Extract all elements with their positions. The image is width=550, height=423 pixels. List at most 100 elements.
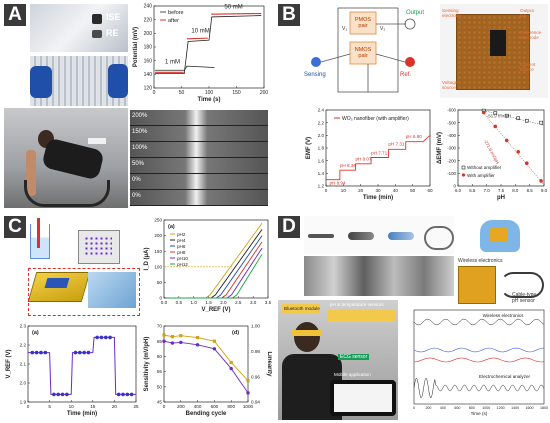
x-tick-label: 1.0 xyxy=(191,300,198,305)
fiber-step-3 xyxy=(388,232,414,240)
after-trace-50mm xyxy=(211,12,262,15)
x-tick-label: 1.5 xyxy=(205,300,212,305)
sensor-photo-stretched xyxy=(30,56,128,106)
id-vref-chart: 0.0 0.5 1.0 1.5 2.0 2.5 3.0 3.5 0 50 100 150 200 250 V… xyxy=(144,218,272,313)
panel-a: A ISE RE 0 50 100 150 200 120 140 160 180 200 220 2… xyxy=(0,0,270,210)
strain-label: 0% xyxy=(132,193,141,199)
nmos-box xyxy=(349,41,377,65)
pmos-label: PMOS pair xyxy=(355,17,372,29)
vref-point xyxy=(65,392,69,397)
v1-label: V₁ xyxy=(342,26,347,32)
x-tick-label: 2.0 xyxy=(220,300,227,305)
vref-point xyxy=(52,392,56,397)
wireless-trace xyxy=(413,318,545,326)
x-tick-label: 1200 xyxy=(497,406,505,410)
linearity-point xyxy=(212,347,217,351)
annotation-10mm: 10 mM xyxy=(191,29,209,35)
ph-annotation: pH 7.31 xyxy=(388,141,405,146)
x-tick-label: 800 xyxy=(227,404,235,409)
reference-electrode-callout: Reference electrode xyxy=(520,30,542,40)
y-tick-label: 1.6 xyxy=(318,158,325,163)
pcb-callouts: Sensing electrode Output pin Reference elec… xyxy=(442,8,542,90)
y-axis-label: I_D (μA) xyxy=(144,247,150,270)
sensing-electrode-icon xyxy=(311,57,321,67)
x-tick-label: 1000 xyxy=(482,406,490,410)
ph-annotation: pH 8.07 xyxy=(355,157,372,162)
x-tick-label: 20 xyxy=(358,188,364,193)
chart-title-wo3: WO₃ nanofiber (with amplifier) xyxy=(342,116,409,122)
strain-row: 0% xyxy=(130,174,268,190)
x-tick-label: 6.0 xyxy=(455,188,462,193)
sensitivity-point xyxy=(179,334,183,338)
pcb-photo xyxy=(440,4,548,98)
strain-label: 200% xyxy=(132,113,148,119)
ph-trace xyxy=(413,347,545,353)
x-tick-label: 1400 xyxy=(511,406,519,410)
fiber-step-4 xyxy=(424,226,454,250)
sensitivity-point xyxy=(170,335,174,339)
slope-with: -271.6 mV/pH xyxy=(483,139,500,165)
reference-electrode-icon xyxy=(405,57,415,67)
y2-tick-label: 0.94 xyxy=(251,400,260,405)
point-with-amplifier xyxy=(525,161,529,165)
before-trace-upper xyxy=(155,15,262,75)
y-axis-label: Sensitivity (mV/pH) xyxy=(144,337,150,392)
x-tick-label: 0 xyxy=(163,404,166,409)
y-tick-label: -600 xyxy=(447,108,456,113)
voltage-source-callout: Voltage source xyxy=(442,80,458,90)
potential-chart: 0 50 100 150 200 120 140 160 180 200 220 240 Time (s… xyxy=(133,4,268,103)
fiber-step-2 xyxy=(348,232,374,240)
strain-row: 150% xyxy=(130,126,268,142)
vref-point xyxy=(129,392,134,397)
x-tick-label: 9.0 xyxy=(541,188,548,193)
amplifier-circuit: PMOS pair NMOS pair Output Sensing Ref. V₁… xyxy=(304,7,424,93)
sensing-electrode-callout: Sensing electrode xyxy=(442,8,461,18)
x-tick-label: 1600 xyxy=(526,406,534,410)
y-tick-label: 2.0 xyxy=(318,133,325,138)
x-tick-label: 1000 xyxy=(243,404,254,409)
sense-wire xyxy=(320,53,351,63)
legend-pH10: pH10 xyxy=(177,256,188,261)
ph-temp-tag: pH & temperature sensors xyxy=(330,302,384,307)
slope-without: -56.9 mV/pH xyxy=(487,114,512,119)
x-tick-label: 50 xyxy=(410,188,416,193)
y-tick-label: 65 xyxy=(157,339,163,344)
fit-with-amplifier xyxy=(480,109,545,185)
y-tick-label: 2.1 xyxy=(20,362,27,367)
point-with-amplifier xyxy=(539,179,543,183)
legend-without: Without amplifier xyxy=(467,165,502,170)
y-tick-label: 200 xyxy=(144,31,153,37)
hand-shape xyxy=(30,66,52,98)
annotation-analyzer: Electrochemical analyzer xyxy=(479,374,531,379)
y-tick-label: 2.2 xyxy=(20,343,27,348)
point-with-amplifier xyxy=(482,110,486,115)
strain-label: 100% xyxy=(132,145,148,151)
x-tick-label: 0 xyxy=(153,90,156,96)
y2-tick-label: 0.98 xyxy=(251,349,260,354)
fabrication-schematic xyxy=(304,216,454,254)
sensitivity-point xyxy=(246,379,250,383)
y-tick-label: 50 xyxy=(157,280,163,285)
x-tick-label: 0 xyxy=(413,406,415,410)
y-tick-label: 1.9 xyxy=(20,400,27,405)
y-tick-label: -100 xyxy=(447,171,456,176)
vref-point xyxy=(108,335,112,340)
x-tick-label: 40 xyxy=(393,188,399,193)
x-tick-label: 6.5 xyxy=(469,188,476,193)
y-axis-label: V_REF (V) xyxy=(6,349,12,378)
linearity-point xyxy=(229,366,233,371)
strain-label: 0% xyxy=(132,177,141,183)
wireless-board xyxy=(458,266,496,304)
person-head-d xyxy=(294,322,320,352)
vref-point xyxy=(99,335,104,340)
y-tick-label: 1.4 xyxy=(318,171,325,176)
panel-label-c: C xyxy=(4,216,26,238)
output-pin-callout: Output pin xyxy=(520,8,535,18)
x-tick-label: 10 xyxy=(69,404,75,409)
linearity-point xyxy=(246,391,250,395)
y2-tick-label: 1.00 xyxy=(251,324,260,329)
strain-row: 0% xyxy=(130,190,268,206)
legend-swatch-with xyxy=(461,173,466,177)
sem-images xyxy=(304,256,454,296)
analyzer-trace xyxy=(413,377,545,399)
